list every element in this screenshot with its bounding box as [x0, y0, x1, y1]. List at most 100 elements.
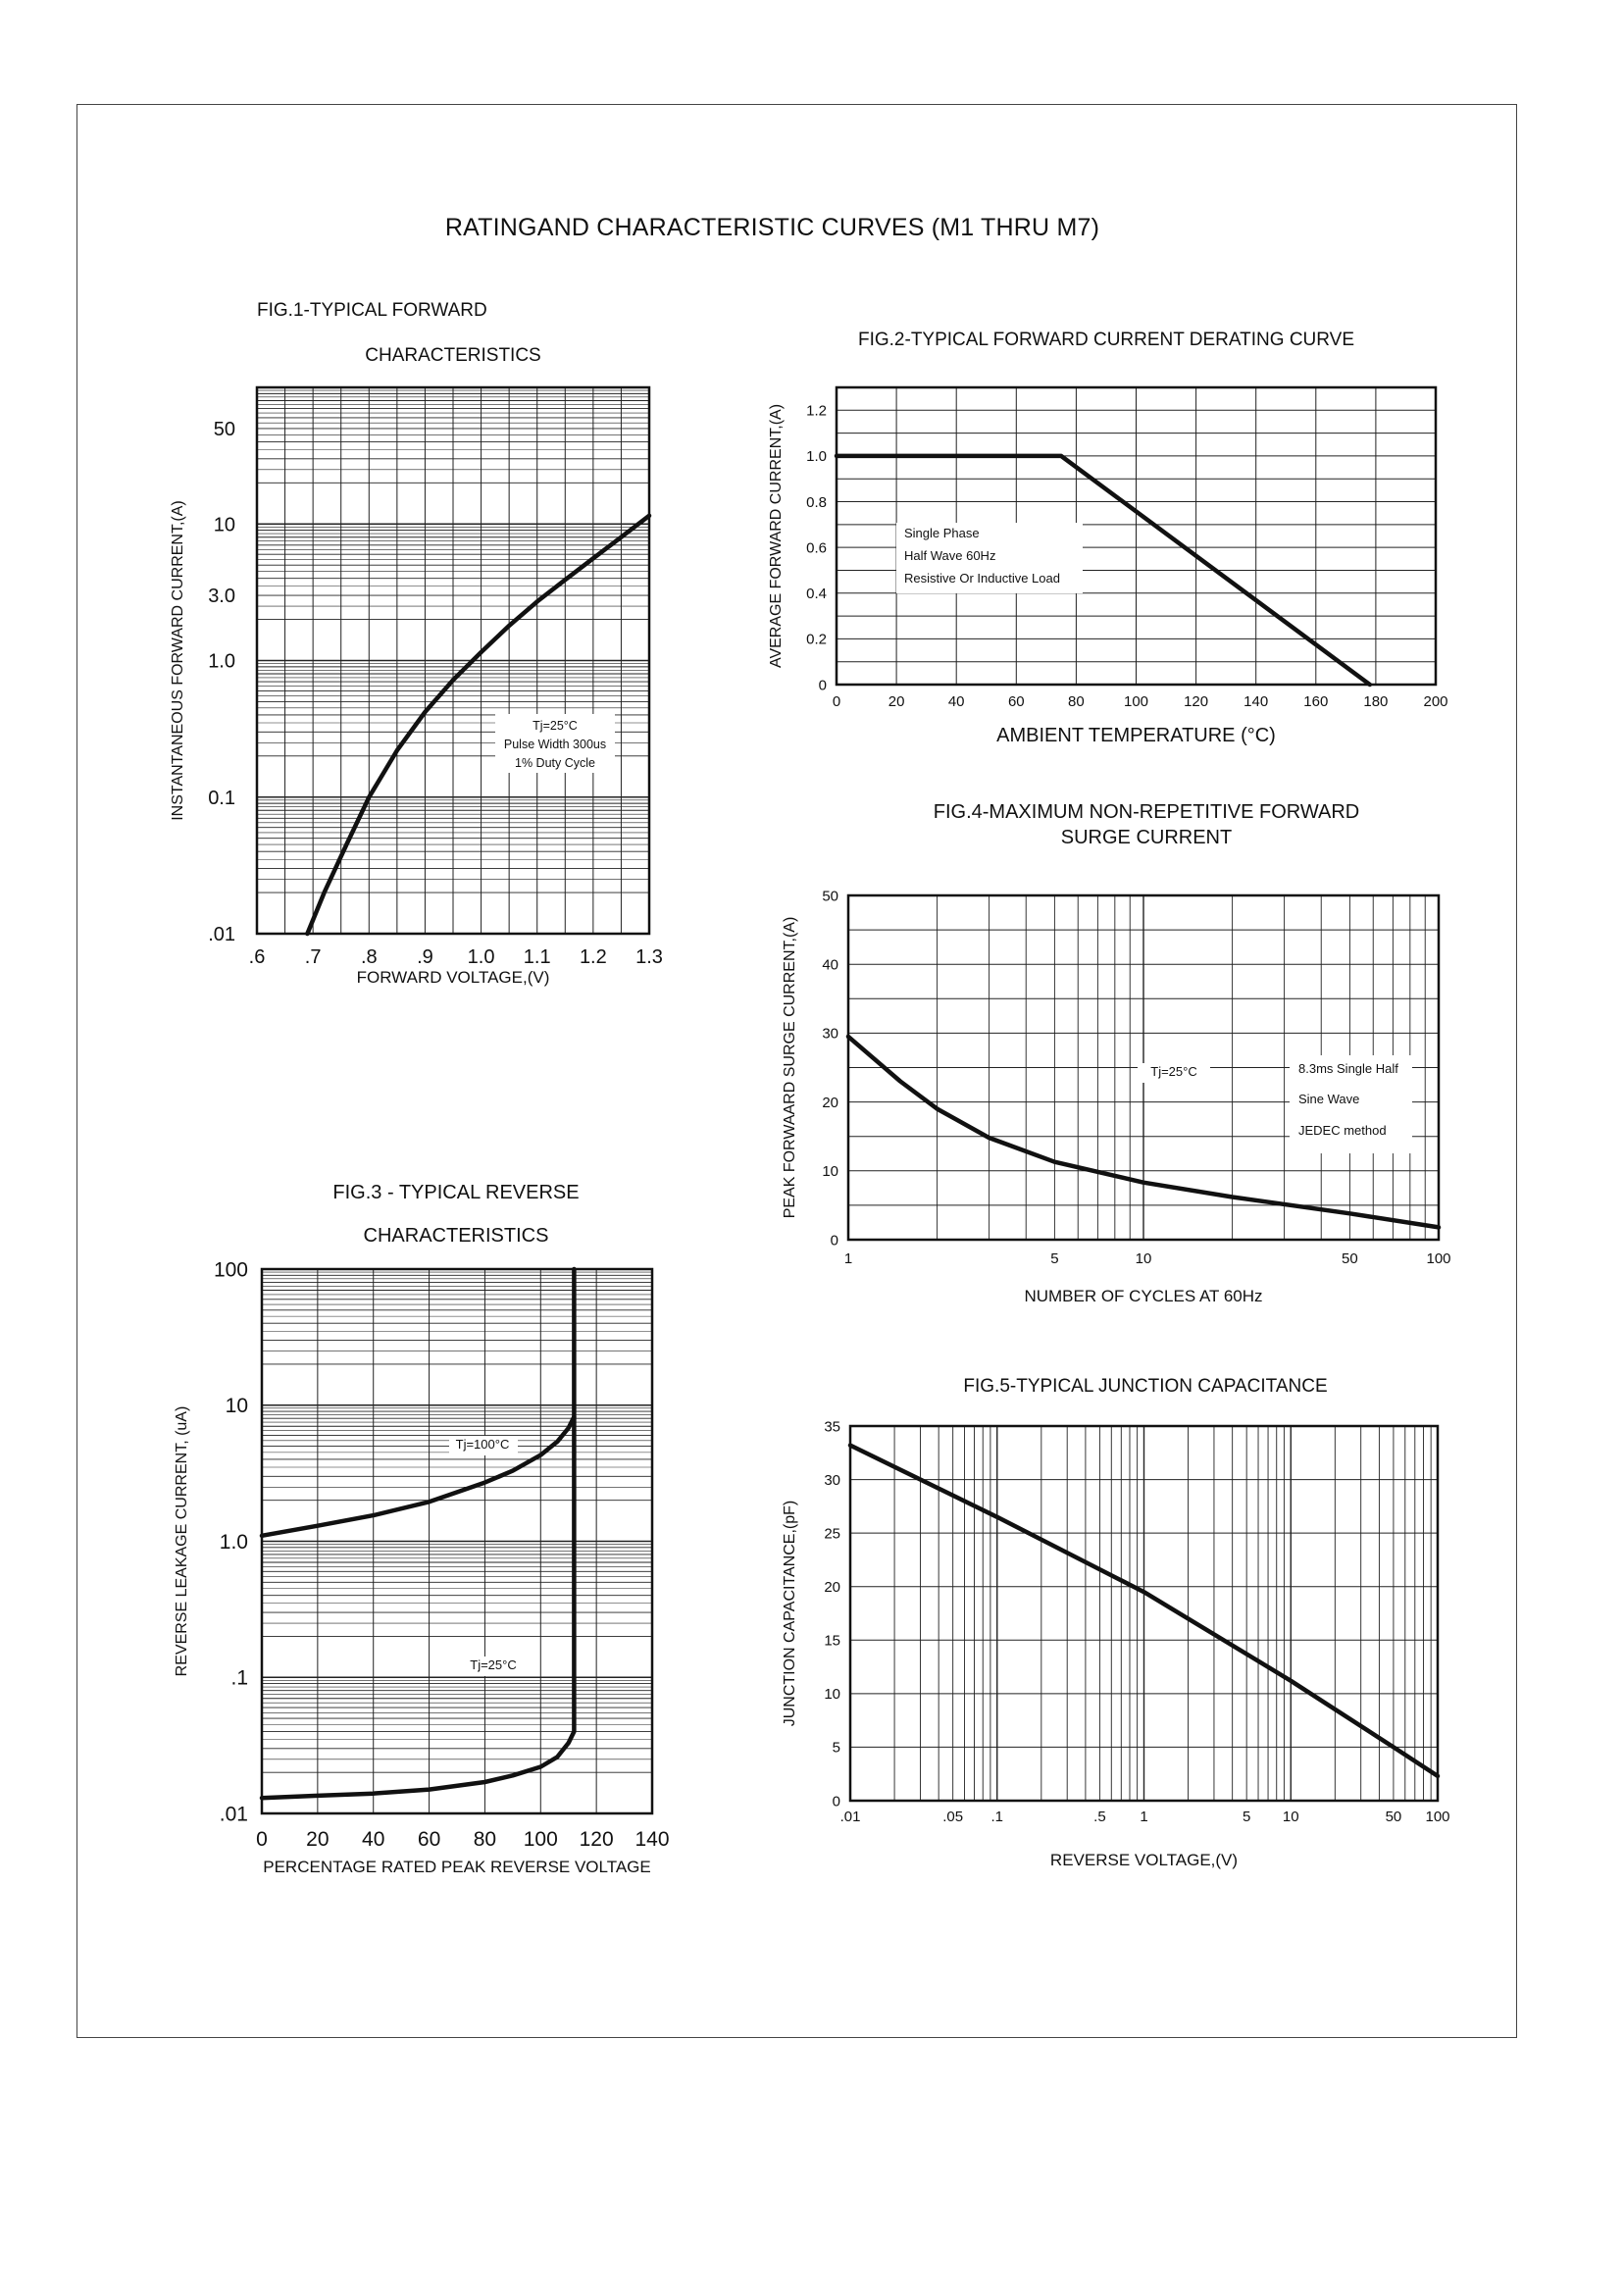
fig5-y-tick-label: 35 — [824, 1418, 840, 1435]
fig2-x-axis-label: AMBIENT TEMPERATURE (°C) — [996, 725, 1276, 746]
fig4-x-tick-label: 1 — [844, 1250, 852, 1267]
fig5-y-tick-label: 10 — [824, 1686, 840, 1703]
fig2-y-tick-label: 0.2 — [806, 632, 827, 648]
fig3-y-tick-label: .01 — [220, 1803, 248, 1825]
fig3-y-axis-label: REVERSE LEAKAGE CURRENT, (uA) — [174, 1406, 190, 1677]
fig5-y-tick-label: 0 — [833, 1793, 840, 1810]
fig3-x-tick-label: 20 — [306, 1828, 329, 1851]
fig5-grid — [849, 1426, 1438, 1801]
fig5-series-line-0 — [847, 1443, 1441, 1779]
fig4-series-line-0 — [845, 1034, 1442, 1230]
fig2-x-tick-label: 180 — [1363, 693, 1388, 710]
fig2-x-tick-label: 0 — [833, 693, 840, 710]
fig2-x-tick-label: 100 — [1124, 693, 1148, 710]
fig4-y-tick-label: 40 — [822, 956, 838, 973]
fig4-x-axis-label: NUMBER OF CYCLES AT 60Hz — [1024, 1287, 1262, 1305]
fig5-y-tick-label: 30 — [824, 1472, 840, 1489]
fig3-plot-frame — [260, 1267, 654, 1815]
fig1-x-tick-label: 1.2 — [580, 946, 607, 968]
fig3-x-tick-label: 100 — [524, 1828, 558, 1851]
fig4-y-tick-label: 10 — [822, 1163, 838, 1180]
fig4-title: SURGE CURRENT — [1061, 827, 1232, 848]
fig2-annotation: Single Phase — [904, 526, 980, 540]
fig5-y-tick-label: 15 — [824, 1633, 840, 1650]
fig2-x-tick-label: 80 — [1068, 693, 1085, 710]
fig1-y-tick-label: 1.0 — [208, 651, 235, 673]
fig2-x-tick-label: 120 — [1184, 693, 1208, 710]
fig1-y-axis-label: INSTANTANEOUS FORWARD CURRENT,(A) — [170, 500, 186, 821]
fig5-y-tick-label: 5 — [833, 1740, 840, 1757]
fig1-x-axis-label: FORWARD VOLTAGE,(V) — [357, 968, 550, 987]
fig1-x-tick-label: .7 — [305, 946, 322, 968]
fig2-y-tick-label: 0.6 — [806, 539, 827, 556]
fig1-chart: FIG.1-TYPICAL FORWARD CHARACTERISTICS .6 .7… — [170, 300, 663, 987]
fig4-chart: FIG.4-MAXIMUM NON-REPETITIVE FORWARD SURG… — [782, 801, 1451, 1305]
fig2-x-tick-label: 160 — [1303, 693, 1328, 710]
fig3-x-tick-label: 40 — [362, 1828, 384, 1851]
fig3-x-tick-label: 0 — [256, 1828, 268, 1851]
fig2-y-tick-label: 0.4 — [806, 586, 827, 602]
fig2-y-axis-label: AVERAGE FORWARD CURRENT,(A) — [768, 404, 785, 668]
fig3-x-tick-label: 60 — [418, 1828, 440, 1851]
fig5-x-tick-label: 10 — [1283, 1809, 1299, 1825]
fig2-x-tick-label: 20 — [888, 693, 905, 710]
fig4-y-tick-label: 30 — [822, 1026, 838, 1043]
fig4-x-tick-label: 50 — [1342, 1250, 1358, 1267]
fig4-y-axis-label: PEAK FORWAARD SURGE CURRENT,(A) — [782, 917, 798, 1219]
fig5-x-tick-label: .01 — [840, 1809, 861, 1825]
fig3-series-line-0 — [259, 1414, 577, 1539]
fig5-x-tick-label: .05 — [942, 1809, 963, 1825]
fig2-y-tick-label: 0 — [819, 677, 827, 693]
fig1-plot-frame — [255, 385, 651, 936]
fig1-annotation: Pulse Width 300us — [504, 738, 606, 751]
fig2-plot-frame — [835, 385, 1438, 687]
fig1-x-tick-label: 1.1 — [524, 946, 551, 968]
fig1-y-tick-label: 3.0 — [208, 586, 235, 607]
fig3-y-tick-label: 1.0 — [220, 1531, 248, 1554]
fig1-y-tick-label: 50 — [214, 419, 235, 440]
fig1-x-tick-label: 1.3 — [635, 946, 663, 968]
fig5-plot-frame — [848, 1424, 1440, 1803]
fig5-x-tick-label: 1 — [1140, 1809, 1147, 1825]
fig5-y-axis-label: JUNCTION CAPACITANCE,(pF) — [782, 1501, 798, 1727]
page-frame — [76, 104, 1517, 2038]
fig5-x-tick-label: 5 — [1243, 1809, 1250, 1825]
fig2-x-tick-label: 140 — [1243, 693, 1268, 710]
fig5-x-tick-label: 100 — [1425, 1809, 1449, 1825]
fig2-annotation: Resistive Or Inductive Load — [904, 571, 1060, 586]
fig3-x-tick-label: 140 — [634, 1828, 669, 1851]
fig2-chart: FIG.2-TYPICAL FORWARD CURRENT DERATING C… — [768, 330, 1448, 746]
fig3-y-tick-label: 10 — [226, 1395, 248, 1417]
fig5-x-tick-label: .1 — [990, 1809, 1003, 1825]
fig4-annotation: Tj=25°C — [1150, 1064, 1196, 1079]
fig4-x-tick-label: 100 — [1426, 1250, 1450, 1267]
fig1-x-tick-label: 1.0 — [468, 946, 495, 968]
fig4-y-tick-label: 0 — [831, 1232, 838, 1249]
fig4-legend-line: Sine Wave — [1298, 1092, 1359, 1106]
fig4-x-tick-label: 5 — [1050, 1250, 1058, 1267]
fig1-x-tick-label: .6 — [249, 946, 266, 968]
fig2-annotation-box — [896, 523, 1083, 593]
fig3-chart: FIG.3 - TYPICAL REVERSE CHARACTERISTICS 0 2… — [174, 1182, 670, 1876]
fig4-title: FIG.4-MAXIMUM NON-REPETITIVE FORWARD — [934, 801, 1359, 823]
fig1-title: FIG.1-TYPICAL FORWARD — [257, 300, 487, 321]
fig3-title: FIG.3 - TYPICAL REVERSE — [332, 1182, 579, 1203]
fig1-y-tick-label: 0.1 — [208, 788, 235, 809]
fig5-y-tick-label: 20 — [824, 1579, 840, 1596]
fig1-series-line-0 — [305, 513, 652, 937]
fig3-x-tick-label: 80 — [474, 1828, 496, 1851]
fig2-x-tick-label: 60 — [1008, 693, 1025, 710]
fig3-x-tick-label: 120 — [580, 1828, 614, 1851]
fig5-x-tick-label: .5 — [1093, 1809, 1106, 1825]
fig4-legend-box — [1290, 1055, 1412, 1153]
fig2-y-tick-label: 0.8 — [806, 494, 827, 511]
fig4-y-tick-label: 20 — [822, 1095, 838, 1111]
fig3-y-tick-label: .1 — [230, 1667, 248, 1690]
fig4-legend-line: 8.3ms Single Half — [1298, 1061, 1398, 1076]
fig5-chart: FIG.5-TYPICAL JUNCTION CAPACITANCE .01 .05… — [782, 1376, 1450, 1869]
fig1-annotation: 1% Duty Cycle — [515, 756, 595, 770]
fig5-x-tick-label: 50 — [1386, 1809, 1402, 1825]
fig4-annotation-box — [1138, 1063, 1210, 1083]
fig2-y-tick-label: 1.0 — [806, 448, 827, 465]
